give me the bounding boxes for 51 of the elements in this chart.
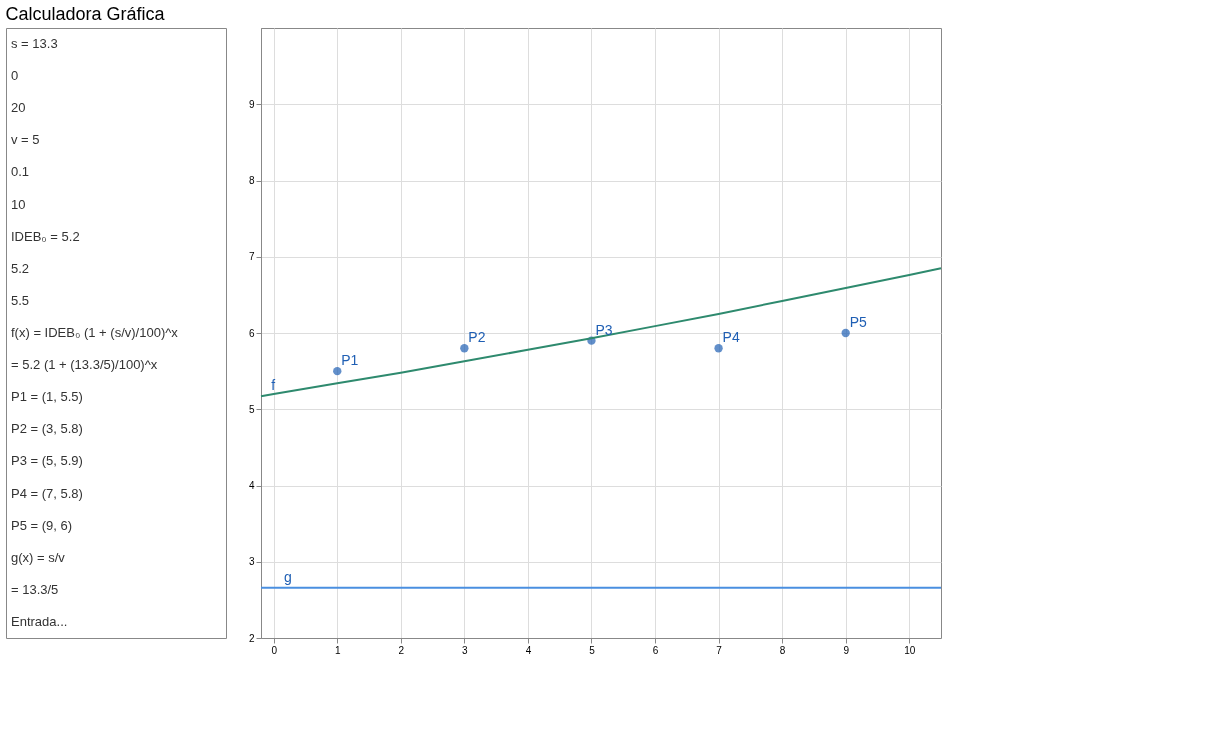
- x-tick-label: 3: [462, 644, 469, 656]
- text: = 5.2 (1 + (13.3/5)/100)^x: [11, 357, 158, 373]
- y-tick-label: 2: [248, 632, 255, 644]
- y-tick-label: 4: [248, 480, 255, 491]
- annotation: f: [271, 377, 276, 394]
- x-tick-label: 2: [398, 644, 405, 656]
- text: s = 13.3: [11, 36, 58, 52]
- point: [841, 328, 850, 338]
- text: 0: [11, 68, 19, 84]
- annotation: P1: [341, 352, 359, 369]
- text: IDEB₀ = 5.2: [11, 228, 80, 244]
- text: P2 = (3, 5.8): [11, 421, 83, 437]
- x-tick-label: 0: [271, 644, 278, 656]
- text: 10: [11, 196, 26, 212]
- text: P5 = (9, 6): [11, 517, 73, 533]
- text: v = 5: [11, 132, 40, 148]
- x-tick-label: 4: [525, 644, 532, 656]
- x-tick-label: 1: [334, 644, 341, 656]
- point: [714, 344, 723, 353]
- text: = 13.3/5: [11, 581, 59, 597]
- y-tick-label: 6: [248, 327, 255, 339]
- x-tick-label: 8: [779, 644, 786, 656]
- y-tick-label: 5: [248, 403, 255, 415]
- text: g(x) = s/v: [11, 549, 66, 565]
- y-tick-label: 8: [248, 175, 255, 186]
- annotation: P3: [595, 321, 613, 338]
- annotation: P4: [722, 329, 740, 346]
- text: P4 = (7, 5.8): [11, 485, 83, 501]
- x-tick-label: 7: [716, 644, 723, 656]
- point: [333, 366, 342, 376]
- text: 5.5: [11, 292, 30, 308]
- text: P1 = (1, 5.5): [11, 389, 83, 405]
- text: P3 = (5, 5.9): [11, 453, 83, 469]
- y-tick-label: 7: [248, 251, 255, 263]
- y-tick-label: 3: [248, 556, 255, 568]
- x-tick-label: 9: [843, 644, 850, 656]
- annotation: g: [284, 568, 292, 585]
- text: 5.2: [11, 260, 30, 276]
- x-tick-label: 10: [904, 644, 916, 656]
- annotation: P5: [849, 314, 868, 330]
- y-tick-label: 9: [248, 98, 255, 110]
- text: Calculadora Gráfica: [5, 3, 166, 24]
- x-tick-label: 6: [652, 644, 659, 656]
- text: Entrada...: [11, 613, 68, 629]
- x-tick-label: 5: [589, 644, 596, 656]
- text: f(x) = IDEB₀ (1 + (s/v)/100)^x: [11, 325, 179, 340]
- line-series: [260, 267, 942, 398]
- text: 0.1: [11, 164, 30, 180]
- annotation: P2: [468, 329, 486, 346]
- text: 20: [11, 100, 26, 116]
- point: [460, 344, 469, 353]
